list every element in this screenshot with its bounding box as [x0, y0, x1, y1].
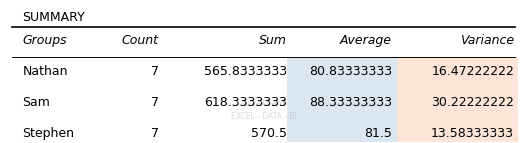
- Text: Stephen: Stephen: [22, 127, 74, 140]
- Text: 88.33333333: 88.33333333: [309, 96, 392, 109]
- Text: Count: Count: [122, 34, 159, 47]
- Bar: [397, 88, 518, 118]
- Text: 618.3333333: 618.3333333: [204, 96, 287, 109]
- Text: Sum: Sum: [259, 34, 287, 47]
- Text: Groups: Groups: [22, 34, 67, 47]
- Text: Nathan: Nathan: [22, 65, 68, 78]
- Text: Average: Average: [340, 34, 392, 47]
- Bar: [397, 57, 518, 88]
- Text: 570.5: 570.5: [251, 127, 287, 140]
- Bar: [397, 118, 518, 143]
- Text: 7: 7: [151, 96, 159, 109]
- Text: Variance: Variance: [460, 34, 514, 47]
- Text: 80.83333333: 80.83333333: [309, 65, 392, 78]
- Text: 16.47222222: 16.47222222: [431, 65, 514, 78]
- Bar: [287, 88, 397, 118]
- Text: exceldam: exceldam: [241, 99, 286, 108]
- Text: 13.58333333: 13.58333333: [431, 127, 514, 140]
- Text: 81.5: 81.5: [364, 127, 392, 140]
- Text: 7: 7: [151, 65, 159, 78]
- Text: 30.22222222: 30.22222222: [431, 96, 514, 109]
- Text: SUMMARY: SUMMARY: [22, 11, 85, 24]
- Text: 565.8333333: 565.8333333: [204, 65, 287, 78]
- Text: Sam: Sam: [22, 96, 50, 109]
- Text: 7: 7: [151, 127, 159, 140]
- Text: EXCEL - DATA - BI: EXCEL - DATA - BI: [231, 112, 296, 121]
- Bar: [287, 118, 397, 143]
- Bar: [287, 57, 397, 88]
